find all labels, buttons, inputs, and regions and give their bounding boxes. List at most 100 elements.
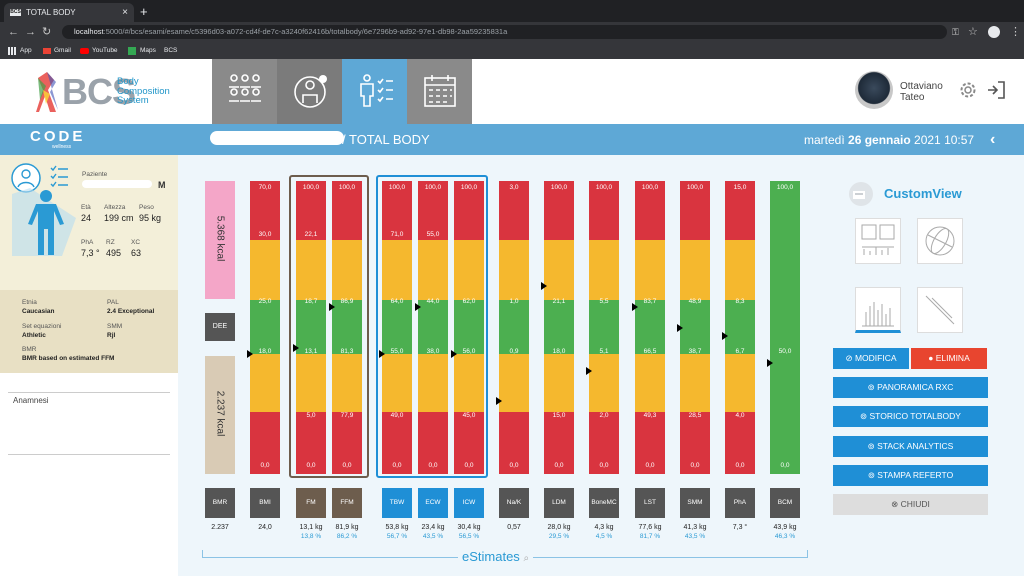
anamnesis-label: Anamnesi [13, 396, 49, 405]
forward-arrow-icon[interactable]: → [25, 26, 36, 38]
tick-label: 100,0 [460, 183, 478, 191]
zone-yellow [499, 353, 529, 413]
tick-label: 0,0 [554, 462, 564, 470]
view-tile-globe[interactable] [917, 218, 963, 264]
code-logo-sub: wellness [52, 144, 72, 150]
tab-close-icon[interactable]: × [122, 7, 128, 18]
bmr-label: BMR [205, 488, 235, 518]
tick-label: 2,0 [599, 412, 609, 420]
view-tile-grid[interactable] [855, 218, 901, 264]
value-pointer-icon [722, 332, 728, 341]
browser-tabstrip [0, 0, 1024, 22]
smm-eq-label: SMM [107, 323, 123, 330]
user-avatar[interactable] [855, 71, 893, 109]
title-band [0, 124, 1024, 155]
value-pointer-icon [767, 358, 773, 367]
value-pointer-icon [677, 323, 683, 332]
zone-green [635, 299, 665, 354]
chiudi-button[interactable]: ⊗ CHIUDI [833, 494, 988, 515]
zone-yellow [635, 353, 665, 413]
reload-icon[interactable]: ↻ [42, 26, 52, 38]
zone-red [680, 181, 710, 240]
bar-lst: 100,0 83,7 66,5 49,3 0,0 [632, 181, 665, 474]
new-tab-button[interactable]: + [140, 4, 148, 19]
panoramica-rxc-button[interactable]: ⊚ PANORAMICA RXC [833, 377, 988, 398]
back-arrow-icon[interactable]: ← [8, 26, 19, 38]
zone-yellow [332, 239, 362, 300]
bar-label: ECW [418, 488, 448, 518]
dee-kcal-value: 5.368 kcal [214, 215, 226, 262]
menu-kebab-icon[interactable]: ⋮ [1010, 26, 1021, 38]
zone-red [382, 181, 412, 240]
gear-icon[interactable] [958, 80, 978, 100]
tick-label: 6,7 [735, 348, 745, 355]
tick-label: 100,0 [388, 183, 406, 191]
bar-label: PhA [725, 488, 755, 518]
patient-settings-panel [0, 290, 178, 373]
tick-label: 0,0 [306, 462, 316, 470]
bookmark-maps[interactable]: Maps [140, 47, 156, 54]
bmr-kcal-value: 2.237 kcal [214, 390, 226, 437]
stampa-referto-button[interactable]: ⊚ STAMPA REFERTO [833, 465, 988, 486]
nav-body-analysis-tile[interactable] [342, 59, 407, 124]
tick-label: 0,0 [645, 462, 655, 470]
bar-value: 53,8 kg [385, 524, 409, 531]
elimina-button[interactable]: ● ELIMINA [911, 348, 987, 369]
zone-red [296, 181, 326, 240]
star-icon[interactable]: ☆ [968, 26, 978, 38]
url-field[interactable]: localhost:5000/#/bcs/esami/esame/c5396d0… [62, 25, 947, 39]
storico-totalbody-button[interactable]: ⊚ STORICO TOTALBODY [833, 406, 988, 427]
bookmark-bcs[interactable]: BCS [164, 47, 178, 54]
anamnesis-box[interactable]: Anamnesi [8, 392, 170, 455]
tick-label: 5,5 [599, 298, 609, 306]
view-tile-bars-selected[interactable] [855, 287, 901, 333]
add-person-icon [294, 75, 327, 108]
logout-icon[interactable] [986, 80, 1006, 100]
zone-red [725, 412, 755, 474]
zone-green [544, 299, 574, 354]
zone-yellow [589, 353, 619, 413]
bar-value: 30,4 kg [457, 524, 481, 531]
modifica-button[interactable]: ⊘ MODIFICA [833, 348, 909, 369]
patient-sex: M [158, 180, 166, 190]
tick-label: 55,0 [426, 230, 440, 238]
profile-icon[interactable] [988, 26, 1000, 38]
bar-bonemc: 100,0 5,5 5,1 2,0 0,0 [586, 181, 619, 474]
browser-tab[interactable]: BCS TOTAL BODY × [4, 3, 134, 22]
xc-value: 63 [131, 248, 142, 258]
chevron-left-icon[interactable]: ‹ [990, 131, 996, 148]
bcs-logo-text: BCS [62, 71, 136, 112]
bookmark-youtube[interactable]: YouTube [92, 47, 118, 54]
pha-value: 7,3 ° [81, 248, 100, 258]
tick-label: 38,0 [426, 348, 440, 355]
zone-yellow [382, 353, 412, 413]
height-label: Altezza [104, 204, 126, 211]
tick-label: 71,0 [390, 230, 404, 238]
key-icon[interactable]: ⚿ [952, 27, 959, 37]
nav-add-patient-tile[interactable] [277, 59, 342, 124]
bar-value: 13,1 kg [299, 524, 323, 531]
stack-analytics-button[interactable]: ⊚ STACK ANALYTICS [833, 436, 988, 457]
tick-label: 100,0 [550, 183, 568, 191]
tick-label: 81,3 [340, 348, 354, 355]
nav-calendar-tile[interactable] [407, 59, 472, 124]
view-tile-diagonal[interactable] [917, 287, 963, 333]
bookmark-app[interactable]: App [20, 47, 32, 54]
maps-icon [128, 47, 136, 55]
bookmark-gmail[interactable]: Gmail [54, 47, 71, 54]
bmr-value: 2.237 [211, 524, 229, 531]
value-pointer-icon [415, 302, 421, 311]
tick-label: 0,0 [780, 462, 790, 470]
panorama-icon: ⊚ [867, 382, 878, 392]
tick-label: 55,0 [390, 348, 404, 355]
bar-value: 28,0 kg [547, 524, 571, 531]
bar-label: FM [296, 488, 326, 518]
value-pointer-icon [293, 344, 299, 352]
bar-percent: 4,5 % [595, 533, 613, 540]
nav-patients-tile[interactable] [212, 59, 277, 124]
age-label: Età [81, 204, 91, 211]
zone-yellow [454, 353, 484, 413]
tick-label: 18,0 [552, 348, 566, 355]
tick-label: 62,0 [462, 298, 476, 306]
apps-grid-icon[interactable] [8, 47, 16, 55]
